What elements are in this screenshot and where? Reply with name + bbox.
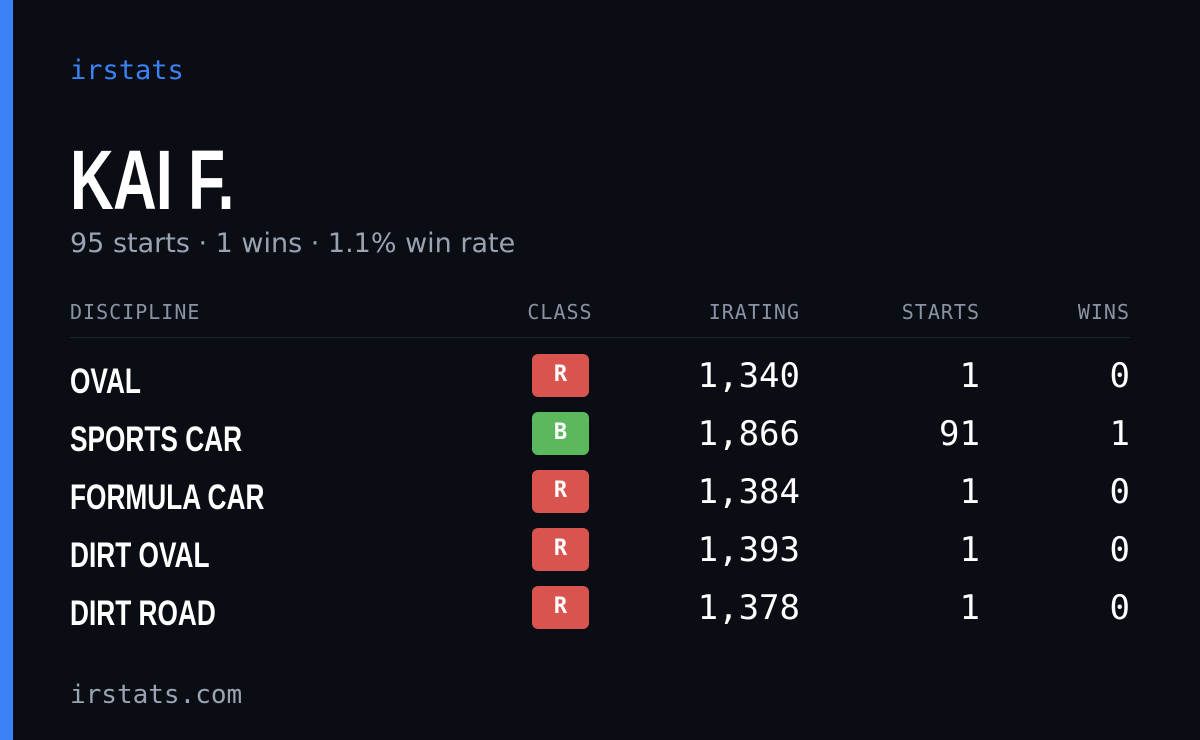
discipline: DIRT OVAL	[70, 536, 210, 575]
driver-name: KAI F.	[70, 133, 234, 227]
column-header: IRATING	[708, 300, 800, 324]
discipline: FORMULA CAR	[70, 478, 265, 517]
stat-value: 1	[959, 472, 980, 512]
stat-value: 1,340	[697, 356, 800, 396]
class-badge: R	[532, 354, 589, 397]
class-badge: R	[532, 470, 589, 513]
stat-value: 0	[1109, 472, 1130, 512]
stat-value: 0	[1109, 530, 1130, 570]
column-header: CLASS	[527, 300, 593, 324]
summary: 95 starts · 1 wins · 1.1% win rate	[70, 228, 516, 259]
stat-value: 1,866	[697, 414, 800, 454]
stat-value: 1	[1109, 414, 1130, 454]
column-header: STARTS	[901, 300, 980, 324]
column-header: DISCIPLINE	[70, 300, 201, 324]
stat-value: 1,378	[697, 588, 800, 628]
footer: irstats.com	[70, 680, 243, 710]
accent-bar	[0, 0, 13, 740]
stat-value: 0	[1109, 356, 1130, 396]
stat-value: 91	[939, 414, 980, 454]
class-badge: R	[532, 586, 589, 629]
class-badge: B	[532, 412, 589, 455]
stat-value: 0	[1109, 588, 1130, 628]
brand: irstats	[70, 55, 184, 86]
stat-value: 1	[959, 356, 980, 396]
discipline: OVAL	[70, 362, 141, 401]
stat-value: 1,384	[697, 472, 800, 512]
class-badge: R	[532, 528, 589, 571]
discipline: DIRT ROAD	[70, 594, 216, 633]
stat-value: 1	[959, 588, 980, 628]
stat-value: 1,393	[697, 530, 800, 570]
discipline: SPORTS CAR	[70, 420, 243, 459]
separator	[70, 337, 1130, 338]
column-header: WINS	[1077, 300, 1130, 324]
stat-value: 1	[959, 530, 980, 570]
